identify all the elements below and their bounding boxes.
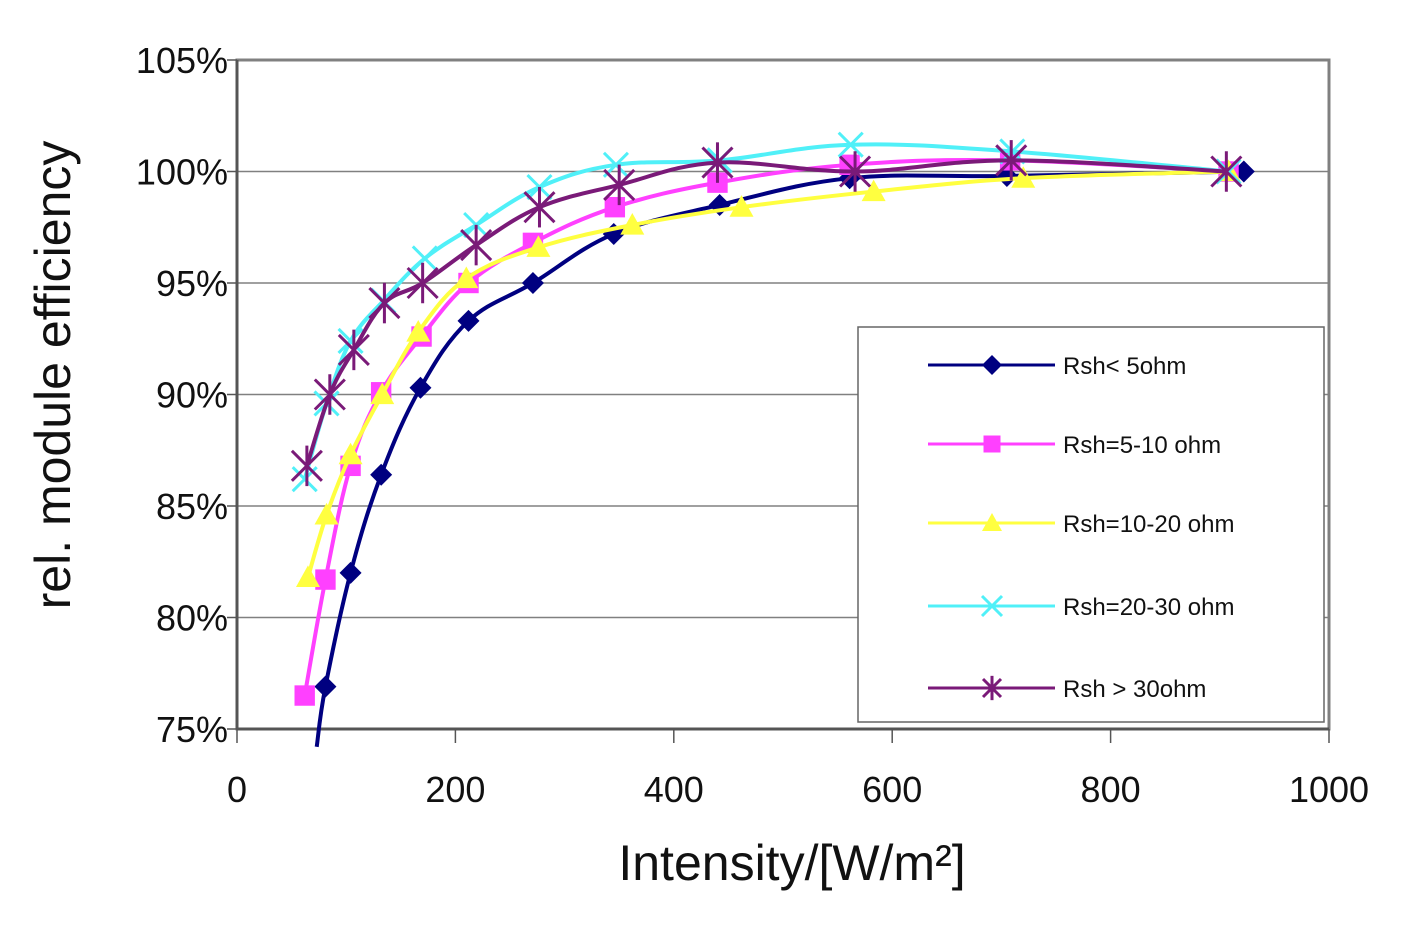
legend-label: Rsh< 5ohm <box>1063 353 1186 380</box>
asterisk-marker <box>981 675 1003 701</box>
x-tick-label: 1000 <box>1289 769 1369 810</box>
x-marker <box>1215 158 1242 185</box>
x-tick-label: 0 <box>227 769 247 810</box>
triangle-marker <box>370 382 395 405</box>
triangle-marker <box>454 266 479 289</box>
diamond-marker <box>982 355 1002 375</box>
x-axis-title: Intensity/[W/m²] <box>618 835 965 891</box>
square-marker <box>294 685 315 706</box>
series-4 <box>290 140 1243 487</box>
asterisk-marker <box>337 329 370 371</box>
asterisk-marker <box>290 445 323 487</box>
x-marker-stroke <box>337 327 364 355</box>
triangle-marker <box>406 320 431 342</box>
x-tick-label: 200 <box>425 769 485 810</box>
triangle-marker <box>729 195 754 217</box>
y-tick-label: 80% <box>156 598 228 639</box>
triangle-marker <box>861 179 886 202</box>
series-3 <box>291 131 1242 493</box>
asterisk-marker <box>603 164 636 206</box>
x-marker <box>980 594 1004 618</box>
triangle-marker <box>1011 166 1036 188</box>
asterisk-marker <box>995 140 1028 181</box>
asterisk-marker <box>839 151 872 192</box>
x-axis-ticks: 0 200 400 600 800 1000 <box>227 729 1369 810</box>
y-tick-label: 90% <box>156 375 228 416</box>
triangle-marker <box>982 513 1002 531</box>
triangle-marker <box>526 235 551 257</box>
square-marker <box>604 196 626 218</box>
x-tick-label: 600 <box>862 769 922 810</box>
diamond-marker <box>370 463 393 486</box>
legend-label: Rsh=10-20 ohm <box>1063 511 1234 538</box>
diamond-marker <box>521 272 544 294</box>
x-tick-label: 800 <box>1081 769 1141 810</box>
x-marker <box>837 131 864 158</box>
x-marker-stroke <box>980 594 1004 618</box>
y-tick-label: 75% <box>156 709 228 750</box>
square-marker <box>983 435 1001 453</box>
legend-item: Rsh=20-30 ohm <box>928 594 1234 621</box>
legend: Rsh< 5ohm Rsh=5-10 ohm Rsh=10-20 ohm Rsh=20… <box>857 326 1325 723</box>
series-group <box>290 131 1255 748</box>
triangle-marker <box>295 565 320 587</box>
y-tick-label: 105% <box>136 40 228 81</box>
legend-item: Rsh > 30ohm <box>928 675 1206 703</box>
y-axis-title: rel. module efficiency <box>25 141 81 610</box>
asterisk-marker <box>523 186 556 228</box>
y-tick-label: 95% <box>156 263 228 304</box>
diamond-marker <box>409 376 432 399</box>
legend-item: Rsh=10-20 ohm <box>928 511 1234 538</box>
legend-item: Rsh=5-10 ohm <box>928 432 1221 459</box>
x-marker <box>337 327 364 355</box>
y-axis-ticks: 75% 80% 85% 90% 95% 100% 105% <box>136 40 237 750</box>
triangle-marker <box>338 442 363 465</box>
asterisk-marker <box>313 374 346 415</box>
legend-label: Rsh=20-30 ohm <box>1063 594 1234 621</box>
diamond-marker <box>457 309 480 332</box>
x-marker-stroke <box>1215 158 1242 185</box>
x-marker-stroke <box>411 245 438 272</box>
legend-label: Rsh=5-10 ohm <box>1063 432 1221 459</box>
y-tick-label: 85% <box>156 486 228 527</box>
x-marker <box>411 245 438 272</box>
asterisk-marker <box>701 142 734 183</box>
diamond-marker <box>314 675 337 698</box>
triangle-marker <box>620 213 645 235</box>
x-tick-label: 400 <box>644 769 704 810</box>
y-tick-label: 100% <box>136 152 228 193</box>
square-marker <box>315 569 336 590</box>
asterisk-marker <box>1210 151 1243 192</box>
asterisk-marker <box>460 224 493 266</box>
asterisk-marker <box>406 262 439 304</box>
legend-item: Rsh< 5ohm <box>928 353 1186 380</box>
diamond-marker <box>339 561 362 584</box>
asterisk-marker <box>368 282 401 324</box>
legend-label: Rsh > 30ohm <box>1063 676 1206 703</box>
triangle-marker <box>314 502 339 525</box>
x-marker-stroke <box>837 131 864 158</box>
